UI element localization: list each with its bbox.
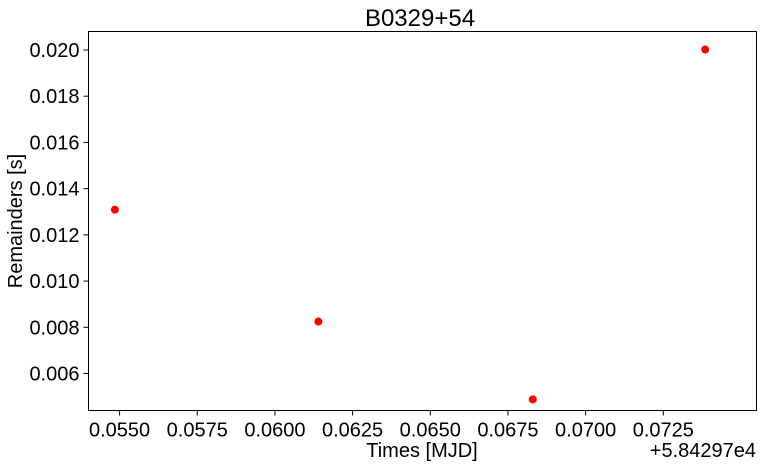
y-axis-label: Remainders [s] <box>5 154 27 289</box>
chart-title: B0329+54 <box>365 5 475 32</box>
y-tick-label: 0.016 <box>29 132 79 154</box>
y-axis: 0.006 0.008 0.010 0.012 0.014 0.016 0.018 0.020 <box>29 40 89 386</box>
x-axis-label: Times [MJD] <box>366 440 477 462</box>
x-tick-label: 0.0600 <box>244 420 305 442</box>
y-tick-label: 0.010 <box>29 271 79 293</box>
data-point <box>528 395 537 404</box>
x-tick-label: 0.0575 <box>167 420 228 442</box>
x-axis-offset-label: +5.84297e4 <box>650 440 756 462</box>
x-tick-label: 0.0625 <box>322 420 383 442</box>
data-point <box>314 317 323 326</box>
y-tick-label: 0.020 <box>29 40 79 62</box>
y-tick-label: 0.014 <box>29 179 79 201</box>
x-tick-label: 0.0700 <box>555 420 616 442</box>
y-tick-label: 0.018 <box>29 86 79 108</box>
plot-area-frame <box>88 31 757 411</box>
data-point <box>701 45 710 54</box>
x-tick-label: 0.0550 <box>89 420 150 442</box>
y-tick-label: 0.006 <box>29 364 79 386</box>
x-tick-label: 0.0675 <box>477 420 538 442</box>
y-tick-label: 0.012 <box>29 225 79 247</box>
x-tick-label: 0.0650 <box>400 420 461 442</box>
y-tick-label: 0.008 <box>29 317 79 339</box>
data-points <box>110 45 710 404</box>
data-point <box>110 205 119 214</box>
x-tick-label: 0.0725 <box>633 420 694 442</box>
x-axis: 0.0550 0.0575 0.0600 0.0625 0.0650 0.0675 0.07… <box>89 410 694 442</box>
